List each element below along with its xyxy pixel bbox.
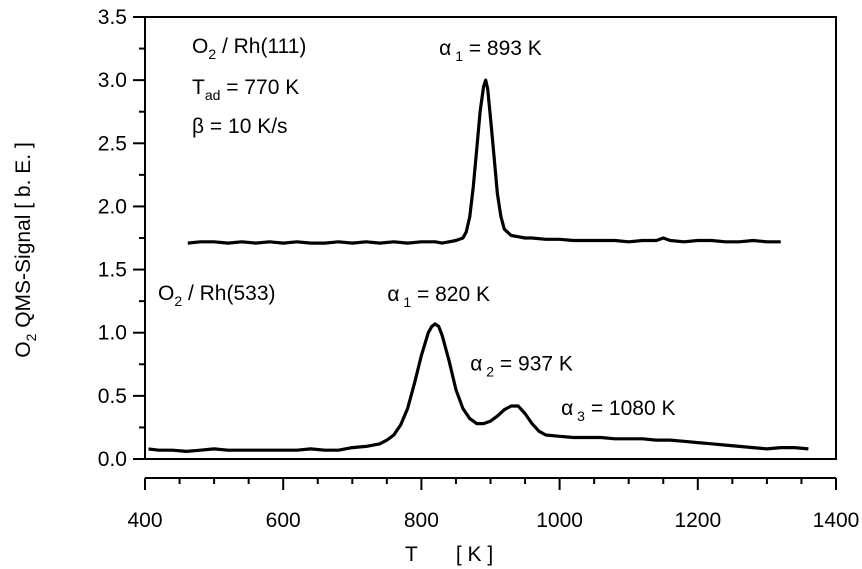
x-axis-title: T[ K ] [405, 543, 493, 566]
peak-annotations: α 1 = 893 K α 1 = 820 K α 2 = 937 K α 3 = 1… [387, 37, 675, 424]
peak-label-3: α 3 = 1080 K [561, 397, 675, 424]
y-axis-title: O2 QMS-Signal [ b. E. ] [12, 142, 39, 358]
rh533-sample-label: O2 / Rh(533) [158, 282, 276, 309]
y-tick-label: 0.0 [98, 448, 127, 471]
y-tick-label: 3.5 [98, 6, 127, 29]
peak-label-0: α 1 = 893 K [439, 37, 542, 64]
rh111-sample-label: O2 / Rh(111) [192, 35, 306, 62]
y-tick-label: 2.5 [98, 132, 127, 155]
x-tick-label: 400 [127, 509, 162, 532]
series-line-rh111 [187, 78, 781, 245]
heating-rate-label: β = 10 K/s [192, 115, 288, 138]
y-tick-label: 0.5 [98, 385, 127, 408]
y-tick-label: 1.5 [98, 259, 127, 282]
x-tick-label: 600 [266, 509, 301, 532]
x-tick-label: 800 [404, 509, 439, 532]
series-line-rh533 [148, 322, 809, 453]
x-tick-label: 1200 [674, 509, 721, 532]
peak-label-2: α 2 = 937 K [470, 353, 573, 380]
y-tick-label: 1.0 [98, 322, 127, 345]
peak-label-1: α 1 = 820 K [387, 283, 490, 310]
adsorption-temperature-label: Tad = 770 K [192, 76, 299, 103]
y-axis: 0.0 0.5 1.0 1.5 2.0 2.5 3.0 3.5 [98, 6, 145, 471]
x-tick-label: 1400 [813, 509, 860, 532]
y-tick-label: 2.0 [98, 195, 127, 218]
x-axis: 400 600 800 1000 1200 1400 [127, 477, 860, 532]
y-tick-label: 3.0 [98, 69, 127, 92]
series-layer [148, 78, 809, 453]
x-tick-label: 1000 [536, 509, 583, 532]
